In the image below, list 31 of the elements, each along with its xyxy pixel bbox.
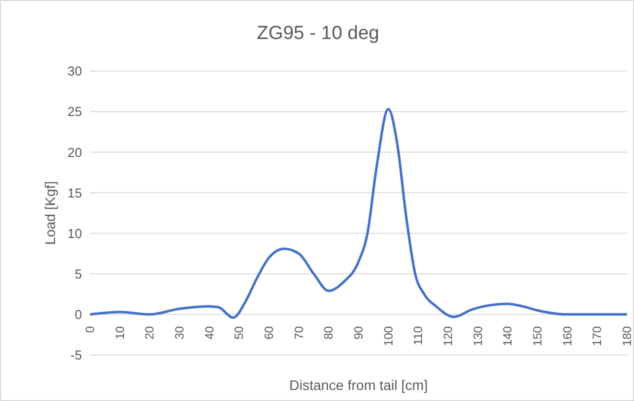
x-tick-label: 30 xyxy=(172,326,186,340)
y-tick-label: 30 xyxy=(68,64,82,79)
x-tick-label: 60 xyxy=(262,326,276,340)
y-axis-title: Load [Kgf] xyxy=(42,181,58,245)
y-tick-label: 20 xyxy=(68,144,82,160)
x-tick-label: 170 xyxy=(590,326,604,346)
y-tick-label: 5 xyxy=(74,266,82,282)
x-tick-label: 20 xyxy=(142,326,157,340)
line-series xyxy=(90,108,627,319)
x-tick-label: 180 xyxy=(620,326,634,346)
x-axis-title: Distance from tail [cm] xyxy=(289,377,428,393)
y-tick-label: 15 xyxy=(68,185,82,200)
x-tick-label: 160 xyxy=(560,326,574,346)
x-tick-label: 80 xyxy=(322,326,336,340)
x-tick-label: 90 xyxy=(352,326,366,340)
y-tick-label: 0 xyxy=(74,307,82,322)
x-tick-label: 10 xyxy=(112,326,127,340)
x-tick-label: 150 xyxy=(530,326,544,346)
x-tick-label: 110 xyxy=(411,326,426,346)
x-tick-label: 40 xyxy=(202,326,216,340)
x-tick-label: 100 xyxy=(381,326,396,346)
y-tick-label: 10 xyxy=(68,226,82,241)
y-tick-label: -5 xyxy=(70,348,82,363)
x-tick-label: 120 xyxy=(441,326,455,346)
x-tick-label: 140 xyxy=(500,326,515,346)
chart-title: ZG95 - 10 deg xyxy=(256,23,380,45)
y-tick-label: 25 xyxy=(68,104,82,120)
x-tick-label: 70 xyxy=(292,326,306,340)
x-tick-label: 130 xyxy=(470,326,485,346)
x-tick-label: 50 xyxy=(232,326,246,340)
x-tick-label: 0 xyxy=(83,326,97,333)
